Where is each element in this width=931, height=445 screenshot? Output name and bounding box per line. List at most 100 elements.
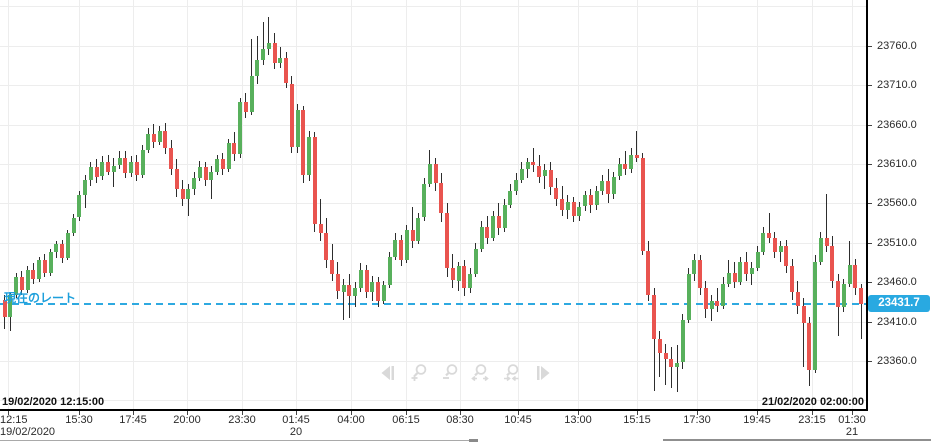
candle-body bbox=[151, 134, 156, 142]
chart-nav-zoom-in-horizontal-button[interactable] bbox=[500, 361, 524, 385]
candle-wick bbox=[544, 163, 546, 190]
gridline-horizontal bbox=[0, 124, 866, 126]
candle-body bbox=[542, 170, 547, 177]
candle-body bbox=[600, 181, 605, 191]
price-tick-label: 23560.0 bbox=[877, 197, 917, 210]
gridline-vertical bbox=[133, 0, 134, 409]
candle-body bbox=[450, 267, 455, 281]
candle-body bbox=[588, 195, 593, 205]
candle-body bbox=[54, 244, 59, 253]
chart-nav-toolbar bbox=[376, 361, 555, 385]
candle-body bbox=[502, 204, 507, 229]
candle-body bbox=[703, 288, 708, 309]
price-tick-label: 23410.0 bbox=[877, 315, 917, 328]
candle-body bbox=[77, 195, 82, 218]
candle-wick bbox=[826, 193, 827, 253]
time-tick-sublabel: 21 bbox=[845, 426, 859, 438]
candle-body bbox=[410, 230, 415, 242]
candle-body bbox=[583, 195, 587, 207]
candle-body bbox=[824, 238, 829, 246]
candle-body bbox=[272, 42, 277, 64]
chart-nav-pan-left-button[interactable] bbox=[376, 361, 400, 385]
candle-body bbox=[531, 162, 536, 166]
candle-body bbox=[669, 359, 674, 368]
candle-body bbox=[324, 233, 329, 261]
candle-body bbox=[778, 245, 783, 253]
candle-body bbox=[330, 260, 335, 275]
gridline-vertical bbox=[187, 0, 188, 409]
candle-body bbox=[744, 261, 748, 275]
candle-wick bbox=[187, 184, 189, 216]
time-tick-sublabel: 19/02/2020 bbox=[0, 426, 56, 438]
candle-body bbox=[169, 148, 174, 169]
candle-body bbox=[301, 110, 306, 175]
chart-nav-zoom-out-horizontal-button[interactable] bbox=[469, 361, 493, 385]
bottom-scrollbar-track-left[interactable] bbox=[0, 440, 477, 441]
candle-body bbox=[289, 83, 294, 147]
candle-body bbox=[772, 238, 777, 253]
candle-body bbox=[42, 260, 47, 273]
time-tick-mark bbox=[133, 411, 134, 415]
candle-body bbox=[801, 305, 806, 324]
candle-body bbox=[594, 190, 599, 205]
candle-body bbox=[71, 217, 76, 234]
candle-body bbox=[698, 260, 702, 289]
gridline-vertical bbox=[460, 0, 461, 409]
candle-body bbox=[48, 252, 53, 273]
candle-body bbox=[192, 178, 197, 190]
time-tick-mark bbox=[460, 411, 461, 415]
candle-body bbox=[606, 181, 610, 194]
candle-body bbox=[307, 137, 312, 175]
time-tick-mark bbox=[351, 411, 352, 415]
candle-body bbox=[830, 245, 835, 281]
candle-body bbox=[652, 294, 656, 339]
candle-body bbox=[376, 282, 381, 301]
chart-nav-zoom-in-button[interactable] bbox=[407, 361, 431, 385]
gridline-vertical bbox=[518, 0, 519, 409]
candle-body bbox=[761, 233, 766, 253]
candle-body bbox=[146, 134, 151, 150]
price-tick-label: 23760.0 bbox=[877, 39, 917, 52]
candle-body bbox=[732, 272, 737, 283]
gridline-vertical bbox=[637, 0, 638, 409]
candle-body bbox=[813, 261, 817, 371]
time-tick-mark bbox=[296, 411, 297, 415]
time-tick-label: 13:00 bbox=[564, 414, 592, 426]
candle-body bbox=[433, 163, 438, 183]
candle-body bbox=[117, 157, 122, 166]
candle-body bbox=[163, 130, 168, 149]
candle-body bbox=[94, 167, 99, 177]
candle-body bbox=[261, 48, 266, 60]
candlestick-plot-area[interactable] bbox=[0, 0, 866, 409]
candle-body bbox=[646, 250, 651, 295]
candle-body bbox=[629, 154, 633, 169]
candle-wick bbox=[343, 279, 345, 320]
bottom-scrollbar-track-right[interactable] bbox=[663, 439, 931, 441]
candle-body bbox=[508, 190, 513, 205]
gridline-vertical bbox=[296, 0, 297, 409]
gridline-horizontal bbox=[0, 163, 866, 165]
candle-body bbox=[617, 163, 622, 177]
price-tick-label: 23360.0 bbox=[877, 354, 917, 367]
time-axis-line bbox=[0, 409, 868, 411]
candle-body bbox=[335, 274, 340, 292]
candle-body bbox=[284, 58, 289, 84]
candle-body bbox=[341, 285, 346, 292]
bottom-scrollbar-cap[interactable] bbox=[469, 439, 478, 442]
candle-body bbox=[519, 168, 524, 180]
candle-body bbox=[25, 269, 30, 290]
chart-nav-pan-right-button[interactable] bbox=[531, 361, 555, 385]
price-tick-label: 23610.0 bbox=[877, 157, 917, 170]
chart-nav-zoom-out-button[interactable] bbox=[438, 361, 462, 385]
candle-body bbox=[312, 137, 317, 224]
time-tick-mark bbox=[8, 411, 9, 415]
candle-body bbox=[548, 170, 553, 188]
candle-wick bbox=[113, 157, 115, 188]
gridline-vertical bbox=[812, 0, 813, 409]
price-tick-mark bbox=[868, 321, 872, 323]
candle-body bbox=[709, 301, 714, 309]
candle-body bbox=[19, 277, 24, 290]
candle-body bbox=[439, 182, 444, 213]
candle-body bbox=[2, 299, 7, 317]
